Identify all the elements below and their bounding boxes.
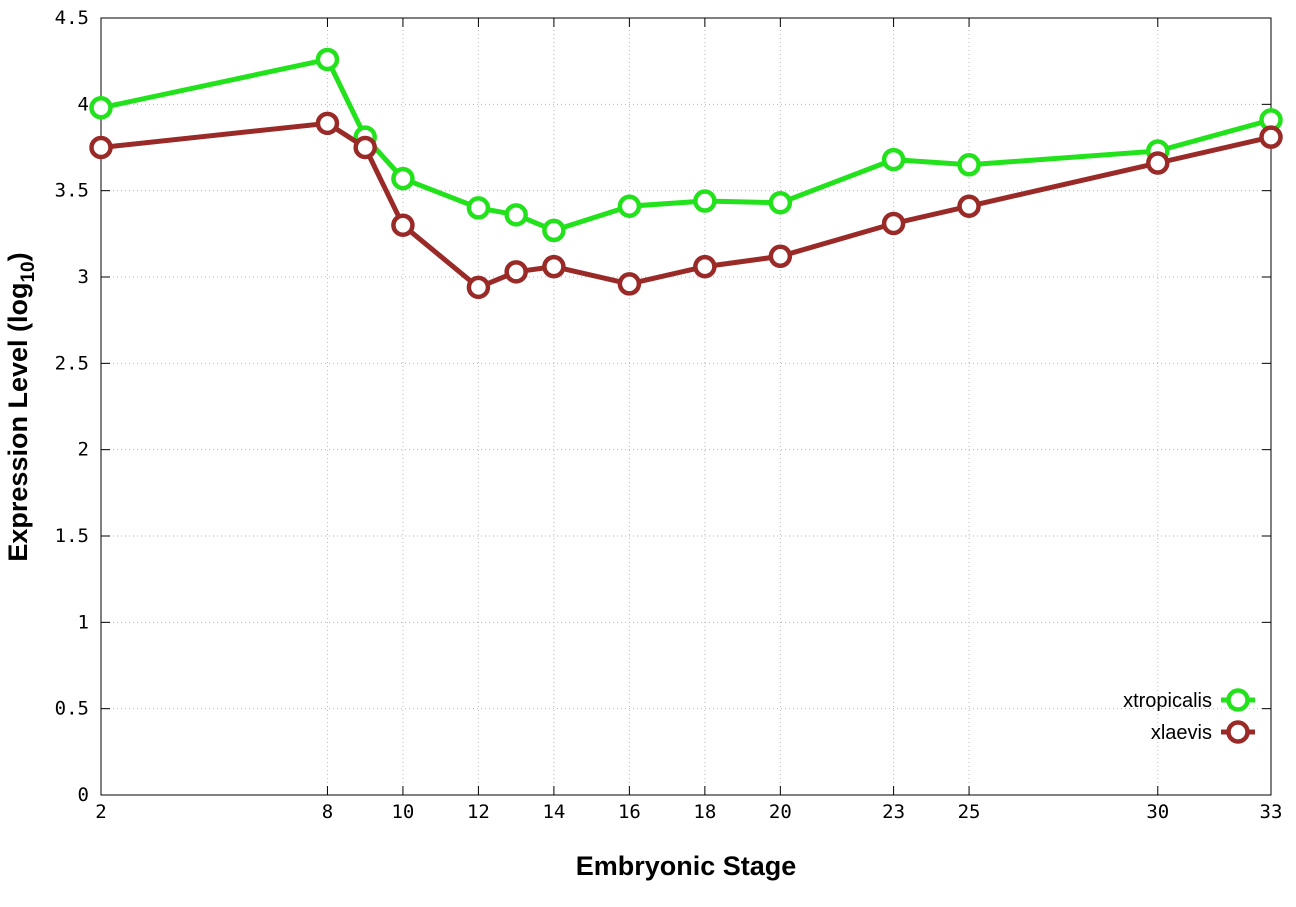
data-point-xtropicalis xyxy=(466,196,491,220)
data-point-xtropicalis xyxy=(504,203,528,227)
plot-frame xyxy=(100,17,1272,796)
y-tick-label: 4 xyxy=(78,93,89,115)
y-tick-label: 1.5 xyxy=(55,525,89,547)
y-tick-label: 4.5 xyxy=(55,7,89,29)
series-line-xlaevis xyxy=(100,120,1272,290)
legend-swatch-marker xyxy=(1226,688,1250,712)
y-axis-title-close: ) xyxy=(3,252,33,261)
x-tick-label: 14 xyxy=(542,801,565,823)
x-tick-label: 10 xyxy=(391,801,414,823)
y-tick-label: 0 xyxy=(78,784,89,806)
data-point-xlaevis xyxy=(391,213,415,237)
legend-label: xtropicalis xyxy=(1123,690,1212,712)
data-point-xlaevis xyxy=(1259,125,1283,149)
x-tick-label: 12 xyxy=(467,801,490,823)
data-point-xtropicalis xyxy=(542,218,566,243)
y-axis-tick-labels: 0 0.5 1 1.5 2 2.5 3 3.5 4 4.5 xyxy=(55,7,89,806)
data-point-xtropicalis xyxy=(315,47,340,72)
legend-swatch-marker xyxy=(1226,720,1250,744)
x-axis-title: Embryonic Stage xyxy=(576,851,797,881)
x-tick-label: 20 xyxy=(769,801,792,823)
x-tick-label: 16 xyxy=(618,801,641,823)
data-point-xtropicalis xyxy=(768,191,793,215)
data-point-xlaevis xyxy=(617,272,642,296)
x-tick-label: 23 xyxy=(882,801,905,823)
y-tick-label: 2.5 xyxy=(55,352,89,374)
x-tick-label: 30 xyxy=(1146,801,1169,823)
data-point-xlaevis xyxy=(466,275,491,300)
x-axis-tick-labels: 2 8 10 12 14 16 18 20 23 25 30 33 xyxy=(95,801,1282,823)
legend-item-xtropicalis: xtropicalis xyxy=(1123,688,1255,712)
data-point-xlaevis xyxy=(768,244,793,269)
data-point-xlaevis xyxy=(1146,151,1170,175)
y-tick-label: 3.5 xyxy=(55,180,89,202)
series-lines xyxy=(89,47,1283,300)
series-xlaevis xyxy=(89,111,1283,300)
x-tick-label: 8 xyxy=(322,801,333,823)
y-axis-title-subscript: 10 xyxy=(18,261,39,282)
x-tick-label: 18 xyxy=(693,801,716,823)
grid-lines xyxy=(101,18,1271,795)
axis-ticks xyxy=(100,17,1272,796)
x-tick-label: 25 xyxy=(958,801,981,823)
data-point-xtropicalis xyxy=(89,96,113,120)
data-point-xtropicalis xyxy=(881,147,906,172)
y-tick-label: 2 xyxy=(78,439,89,461)
y-axis-title-main: Expression Level (log xyxy=(3,283,33,562)
data-point-xlaevis xyxy=(957,194,981,218)
series-line-xtropicalis xyxy=(100,56,1272,233)
data-point-xlaevis xyxy=(353,135,377,160)
data-point-xlaevis xyxy=(89,135,113,160)
x-tick-label: 2 xyxy=(95,801,106,823)
data-point-xlaevis xyxy=(693,254,717,279)
data-point-xlaevis xyxy=(881,211,906,236)
data-point-xlaevis xyxy=(315,111,340,136)
y-tick-label: 3 xyxy=(78,266,89,288)
legend-label: xlaevis xyxy=(1151,722,1212,744)
data-point-xtropicalis xyxy=(617,194,642,218)
legend: xtropicalis xlaevis xyxy=(1123,688,1255,744)
data-point-xtropicalis xyxy=(693,189,717,213)
x-tick-label: 33 xyxy=(1260,801,1283,823)
data-point-xtropicalis xyxy=(957,153,981,177)
y-tick-label: 1 xyxy=(78,611,89,633)
y-tick-label: 0.5 xyxy=(55,698,89,720)
legend-item-xlaevis: xlaevis xyxy=(1151,720,1255,744)
data-point-xlaevis xyxy=(542,254,566,279)
series-xtropicalis xyxy=(89,47,1283,243)
y-axis-title: Expression Level (log10) xyxy=(3,252,39,561)
data-point-xtropicalis xyxy=(391,166,415,191)
data-point-xlaevis xyxy=(504,260,528,284)
